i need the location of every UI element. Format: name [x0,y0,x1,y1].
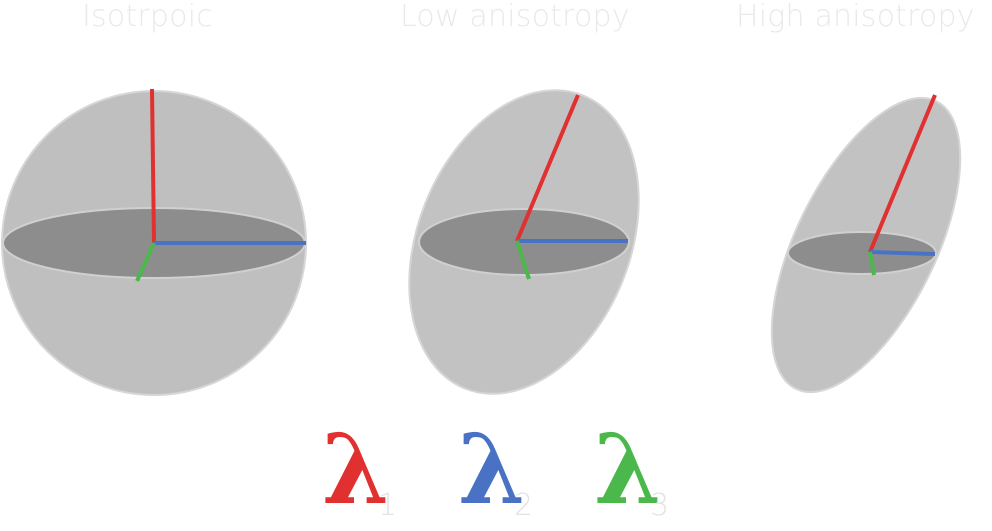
low-axis-1 [515,94,580,242]
low-anisotropy-ellipsoid [408,89,640,395]
legend-lambda-3: λ 3 [594,420,674,530]
high-axis-3 [868,251,876,276]
high-anisotropy-ellipsoid [770,94,962,394]
title-isotropic: Isotrpoic [82,0,213,34]
lambda-subscript: 3 [650,488,670,523]
low-axis-3 [515,240,531,280]
high-axis-2 [869,250,936,256]
lambda-subscript: 2 [514,488,534,523]
sphere-axis-3 [135,242,156,282]
lambda-symbol: λ [594,413,662,526]
title-high-anisotropy: High anisotropy [736,0,975,34]
sphere-axis-1 [150,88,156,244]
legend-lambda-1: λ 1 [322,420,402,530]
lambda-symbol: λ [458,413,526,526]
isotropic-sphere [1,88,307,396]
high-axis-1 [868,94,937,253]
lambda-subscript: 1 [378,488,398,523]
lambda-symbol: λ [322,413,390,526]
title-low-anisotropy: Low anisotropy [400,0,630,34]
legend-lambda-2: λ 2 [458,420,538,530]
high-equator [787,231,937,275]
